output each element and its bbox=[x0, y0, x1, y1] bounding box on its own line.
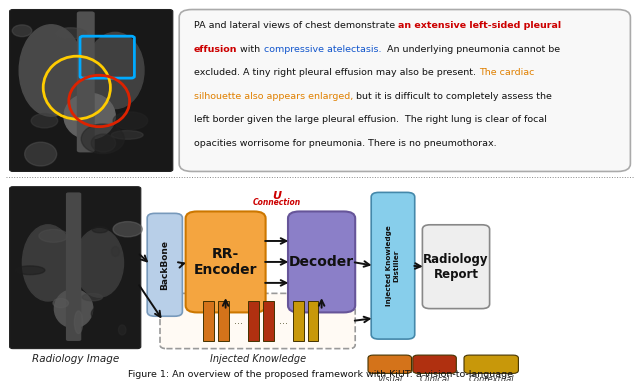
Ellipse shape bbox=[75, 229, 124, 297]
Text: RR-
Encoder: RR- Encoder bbox=[194, 247, 257, 277]
Text: opacities worrisome for pneumonia. There is no pneumothorax.: opacities worrisome for pneumonia. There… bbox=[194, 139, 497, 148]
Ellipse shape bbox=[118, 325, 126, 335]
Text: an extensive left-sided pleural: an extensive left-sided pleural bbox=[398, 21, 561, 30]
Bar bbox=[308, 301, 319, 341]
FancyBboxPatch shape bbox=[77, 11, 95, 152]
FancyBboxPatch shape bbox=[66, 192, 81, 341]
Ellipse shape bbox=[15, 266, 45, 275]
Ellipse shape bbox=[74, 311, 83, 333]
Text: ...: ... bbox=[279, 316, 288, 326]
FancyBboxPatch shape bbox=[10, 187, 141, 349]
FancyBboxPatch shape bbox=[160, 293, 355, 349]
Ellipse shape bbox=[55, 28, 86, 39]
Text: Visual: Visual bbox=[377, 375, 403, 381]
Ellipse shape bbox=[82, 293, 102, 301]
Ellipse shape bbox=[92, 227, 108, 233]
FancyBboxPatch shape bbox=[288, 211, 355, 312]
Text: ...: ... bbox=[234, 316, 243, 326]
Ellipse shape bbox=[81, 124, 124, 154]
Ellipse shape bbox=[91, 134, 116, 152]
Text: An underlying pneumonia cannot be: An underlying pneumonia cannot be bbox=[381, 45, 560, 54]
Text: effusion: effusion bbox=[194, 45, 237, 54]
Text: Decoder: Decoder bbox=[289, 255, 354, 269]
Text: Figure 1: An overview of the proposed framework with KiUT: a vision-to-language: Figure 1: An overview of the proposed fr… bbox=[127, 370, 513, 379]
Text: BackBone: BackBone bbox=[160, 240, 170, 290]
Text: compressive atelectasis.: compressive atelectasis. bbox=[264, 45, 381, 54]
Text: U: U bbox=[272, 191, 282, 201]
FancyBboxPatch shape bbox=[10, 10, 173, 171]
Text: Contextual: Contextual bbox=[468, 375, 514, 381]
FancyBboxPatch shape bbox=[186, 211, 266, 312]
Text: The cardiac: The cardiac bbox=[479, 68, 534, 77]
Ellipse shape bbox=[39, 229, 68, 242]
Ellipse shape bbox=[22, 225, 74, 301]
Ellipse shape bbox=[92, 305, 118, 322]
Ellipse shape bbox=[86, 32, 144, 109]
FancyBboxPatch shape bbox=[371, 192, 415, 339]
FancyBboxPatch shape bbox=[147, 213, 182, 316]
Ellipse shape bbox=[113, 112, 148, 130]
Ellipse shape bbox=[25, 142, 57, 166]
Bar bbox=[293, 301, 304, 341]
Text: Connection: Connection bbox=[253, 197, 301, 207]
Text: but it is difficult to completely assess the: but it is difficult to completely assess… bbox=[353, 92, 552, 101]
Text: Injected Knowledge: Injected Knowledge bbox=[209, 354, 306, 364]
Text: Clinical: Clinical bbox=[419, 375, 450, 381]
Bar bbox=[204, 301, 214, 341]
Ellipse shape bbox=[53, 299, 68, 308]
Text: Injected Knowledge
Distiller: Injected Knowledge Distiller bbox=[387, 226, 399, 306]
Ellipse shape bbox=[111, 131, 143, 139]
Text: Radiology Image: Radiology Image bbox=[31, 354, 119, 363]
Bar bbox=[263, 301, 274, 341]
Ellipse shape bbox=[12, 25, 32, 37]
Text: excluded. A tiny right pleural effusion may also be present.: excluded. A tiny right pleural effusion … bbox=[194, 68, 479, 77]
Bar bbox=[248, 301, 259, 341]
Ellipse shape bbox=[31, 114, 58, 128]
FancyBboxPatch shape bbox=[413, 355, 456, 373]
FancyBboxPatch shape bbox=[464, 355, 518, 373]
Ellipse shape bbox=[54, 290, 93, 328]
Text: Radiology
Report: Radiology Report bbox=[423, 253, 489, 281]
FancyBboxPatch shape bbox=[422, 225, 490, 309]
Ellipse shape bbox=[111, 247, 120, 256]
Ellipse shape bbox=[19, 25, 83, 116]
Text: PA and lateral views of chest demonstrate: PA and lateral views of chest demonstrat… bbox=[194, 21, 398, 30]
Ellipse shape bbox=[113, 222, 142, 237]
Text: left border given the large pleural effusion.  The right lung is clear of focal: left border given the large pleural effu… bbox=[194, 115, 547, 125]
FancyBboxPatch shape bbox=[179, 10, 630, 171]
Text: silhouette also appears enlarged,: silhouette also appears enlarged, bbox=[194, 92, 353, 101]
Bar bbox=[218, 301, 229, 341]
Text: with: with bbox=[237, 45, 264, 54]
Ellipse shape bbox=[64, 93, 115, 139]
FancyBboxPatch shape bbox=[368, 355, 412, 373]
